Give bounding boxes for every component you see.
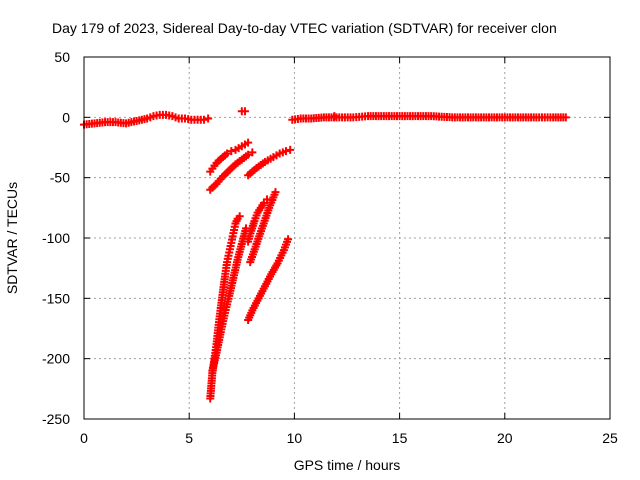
x-tick-label: 0: [80, 430, 88, 446]
data-point: [204, 114, 213, 123]
data-point: [561, 113, 570, 122]
x-tick-label: 15: [392, 430, 408, 446]
y-tick-label: -200: [42, 351, 70, 367]
y-axis-label: SDTVAR / TECUs: [4, 182, 20, 294]
data-point: [330, 112, 339, 121]
y-tick-label: -100: [42, 230, 70, 246]
y-tick-label: -250: [42, 411, 70, 427]
y-tick-label: -150: [42, 290, 70, 306]
data-point: [244, 150, 253, 159]
data-point: [199, 115, 208, 124]
data-point: [286, 145, 295, 154]
x-tick-labels: 0 5 10 15 20 25: [80, 430, 618, 446]
data-point: [244, 138, 253, 147]
y-tick-label: -50: [50, 170, 70, 186]
axis-ticks: [83, 56, 611, 420]
data-point: [271, 188, 280, 197]
data-point: [281, 147, 290, 156]
x-tick-label: 5: [185, 430, 193, 446]
data-point: [223, 149, 232, 158]
data-point: [240, 107, 249, 116]
chart-title: Day 179 of 2023, Sidereal Day-to-day VTE…: [52, 20, 557, 36]
x-axis-label: GPS time / hours: [294, 457, 401, 473]
y-tick-label: 0: [62, 109, 70, 125]
x-tick-label: 10: [287, 430, 303, 446]
y-tick-labels: -250 -200 -150 -100 -50 0 50: [42, 49, 70, 427]
data-point: [235, 212, 244, 221]
y-tick-label: 50: [54, 49, 70, 65]
data-point: [227, 147, 236, 156]
x-tick-label: 20: [497, 430, 513, 446]
data-point: [248, 148, 257, 157]
data-points: [80, 107, 570, 403]
x-tick-label: 25: [602, 430, 618, 446]
data-point: [284, 235, 293, 244]
